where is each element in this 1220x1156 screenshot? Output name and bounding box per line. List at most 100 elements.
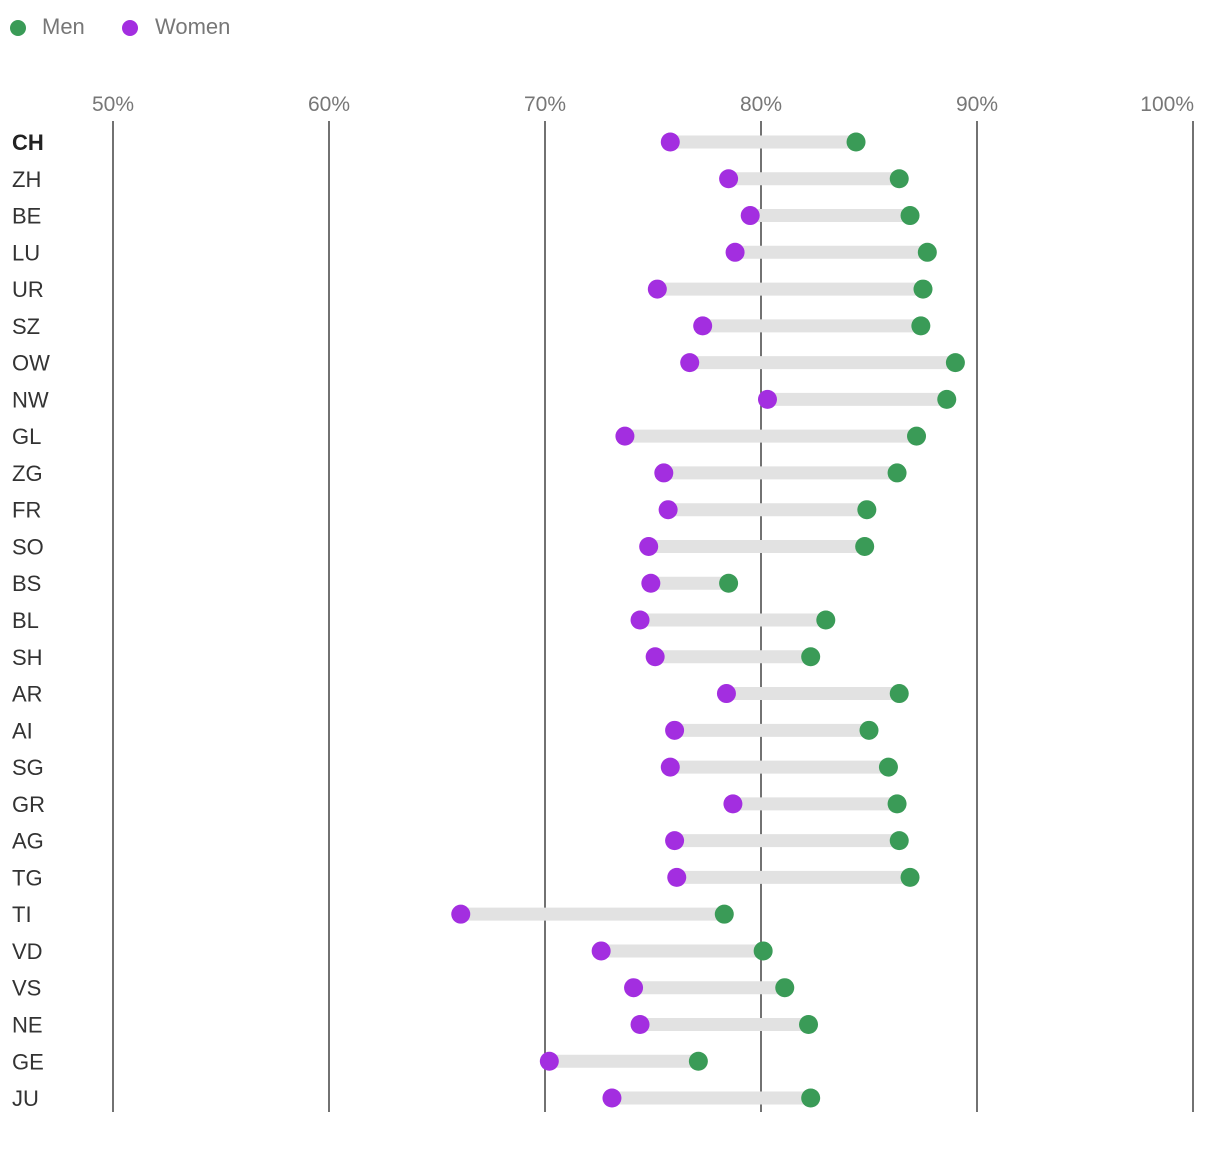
legend-men-label: Men <box>42 14 85 39</box>
men-point <box>878 757 898 777</box>
women-point <box>725 242 745 262</box>
women-point <box>693 316 713 336</box>
category-label: SO <box>12 534 44 559</box>
women-point <box>658 500 678 520</box>
men-point <box>889 684 909 704</box>
category-label: AG <box>12 829 44 854</box>
x-tick-label: 100% <box>1140 93 1194 116</box>
women-point <box>716 684 736 704</box>
men-point <box>889 169 909 189</box>
row-so: SO <box>12 534 875 559</box>
men-point <box>859 720 879 740</box>
category-label: GE <box>12 1049 44 1074</box>
men-point <box>937 389 957 409</box>
row-sz: SZ <box>12 314 931 339</box>
row-fr: FR <box>12 498 877 523</box>
women-point <box>660 132 680 152</box>
women-point <box>680 353 700 373</box>
category-label: VS <box>12 976 41 1001</box>
row-tg: TG <box>12 865 920 890</box>
category-label: ZG <box>12 461 43 486</box>
men-point <box>900 867 920 887</box>
men-point <box>907 426 927 446</box>
men-point <box>688 1051 708 1071</box>
women-point <box>665 831 685 851</box>
category-label: AI <box>12 718 33 743</box>
row-ge: GE <box>12 1049 708 1074</box>
row-lu: LU <box>12 240 937 265</box>
row-be: BE <box>12 204 920 229</box>
men-point <box>714 904 734 924</box>
row-nw: NW <box>12 387 957 412</box>
category-label: VD <box>12 939 43 964</box>
row-zh: ZH <box>12 167 909 192</box>
women-point <box>624 978 644 998</box>
women-point <box>639 536 659 556</box>
women-point <box>645 647 665 667</box>
men-point <box>799 1014 819 1034</box>
row-gr: GR <box>12 792 907 817</box>
row-ju: JU <box>12 1086 821 1111</box>
legend-women-label: Women <box>155 14 230 39</box>
category-label: TI <box>12 902 32 927</box>
men-point <box>900 206 920 226</box>
men-point <box>816 610 836 630</box>
men-point <box>753 941 773 961</box>
women-point <box>660 757 680 777</box>
men-point <box>855 536 875 556</box>
category-label: SZ <box>12 314 40 339</box>
men-point <box>887 463 907 483</box>
men-point <box>945 353 965 373</box>
row-sg: SG <box>12 755 898 780</box>
women-point <box>719 169 739 189</box>
legend-women-marker <box>122 20 138 36</box>
category-label: TG <box>12 865 43 890</box>
x-tick-label: 60% <box>308 93 350 116</box>
women-point <box>615 426 635 446</box>
women-point <box>641 573 661 593</box>
category-label: BL <box>12 608 39 633</box>
men-point <box>887 794 907 814</box>
category-label: NW <box>12 387 49 412</box>
plot-rows: CH ZH BE LU UR SZ OW NW GL ZG FR SO BS BL SH AR AI SG GR AG… <box>12 130 965 1111</box>
women-point <box>539 1051 559 1071</box>
category-label: LU <box>12 240 40 265</box>
men-point <box>889 831 909 851</box>
category-label: SG <box>12 755 44 780</box>
category-label: BE <box>12 204 41 229</box>
category-label: NE <box>12 1012 43 1037</box>
row-ti: TI <box>12 902 734 927</box>
category-label: CH <box>12 130 44 155</box>
row-ar: AR <box>12 682 909 707</box>
row-bs: BS <box>12 571 739 596</box>
women-point <box>630 1014 650 1034</box>
category-label: ZH <box>12 167 41 192</box>
women-point <box>667 867 687 887</box>
men-point <box>913 279 933 299</box>
row-ch: CH <box>12 130 866 155</box>
women-point <box>757 389 777 409</box>
men-point <box>846 132 866 152</box>
men-point <box>917 242 937 262</box>
women-point <box>654 463 674 483</box>
row-vd: VD <box>12 939 773 964</box>
category-label: SH <box>12 645 43 670</box>
category-label: FR <box>12 498 41 523</box>
x-axis-ticks: 50% 60% 70% 80% 90% 100% <box>92 93 1194 116</box>
women-point <box>723 794 743 814</box>
category-label: UR <box>12 277 44 302</box>
women-point <box>451 904 471 924</box>
category-label: AR <box>12 682 43 707</box>
row-ag: AG <box>12 829 909 854</box>
category-label: OW <box>12 351 50 376</box>
women-point <box>740 206 760 226</box>
women-point <box>647 279 667 299</box>
women-point <box>665 720 685 740</box>
row-zg: ZG <box>12 461 907 486</box>
women-point <box>602 1088 622 1108</box>
row-ur: UR <box>12 277 933 302</box>
x-tick-label: 80% <box>740 93 782 116</box>
men-point <box>775 978 795 998</box>
category-label: GR <box>12 792 45 817</box>
row-ow: OW <box>12 351 965 376</box>
